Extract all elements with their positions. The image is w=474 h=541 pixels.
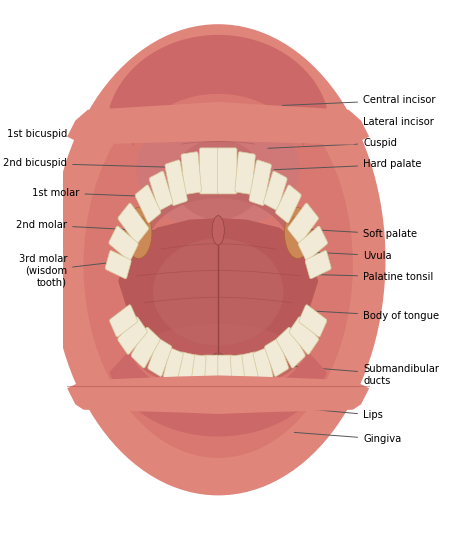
Polygon shape	[150, 171, 286, 233]
FancyBboxPatch shape	[298, 226, 328, 261]
Text: Lips: Lips	[301, 408, 383, 420]
FancyBboxPatch shape	[118, 203, 149, 243]
FancyBboxPatch shape	[275, 185, 301, 223]
Ellipse shape	[153, 239, 283, 346]
Text: 2nd molar: 2nd molar	[16, 220, 160, 231]
Ellipse shape	[139, 216, 145, 226]
Text: 1st molar: 1st molar	[32, 188, 164, 198]
FancyBboxPatch shape	[118, 316, 147, 354]
FancyBboxPatch shape	[105, 250, 131, 279]
FancyBboxPatch shape	[165, 160, 187, 206]
FancyBboxPatch shape	[276, 327, 305, 368]
Ellipse shape	[132, 216, 138, 226]
Ellipse shape	[292, 216, 298, 226]
FancyBboxPatch shape	[135, 185, 161, 223]
FancyBboxPatch shape	[230, 354, 247, 389]
FancyBboxPatch shape	[264, 171, 287, 210]
Ellipse shape	[295, 215, 301, 225]
Text: Soft palate: Soft palate	[299, 229, 417, 239]
Text: Uvula: Uvula	[274, 250, 392, 261]
Ellipse shape	[136, 215, 142, 225]
FancyBboxPatch shape	[218, 355, 233, 391]
FancyBboxPatch shape	[149, 171, 173, 210]
FancyBboxPatch shape	[288, 203, 319, 243]
FancyBboxPatch shape	[218, 148, 237, 194]
FancyBboxPatch shape	[131, 327, 160, 368]
Polygon shape	[109, 35, 327, 146]
Text: Central incisor: Central incisor	[282, 95, 436, 105]
FancyBboxPatch shape	[181, 151, 201, 194]
Polygon shape	[109, 351, 327, 437]
FancyBboxPatch shape	[235, 151, 255, 194]
Ellipse shape	[137, 324, 300, 388]
FancyBboxPatch shape	[249, 160, 272, 206]
Text: Hard palate: Hard palate	[274, 160, 421, 170]
FancyBboxPatch shape	[109, 226, 138, 261]
FancyBboxPatch shape	[190, 354, 206, 389]
Ellipse shape	[173, 140, 263, 220]
FancyBboxPatch shape	[289, 316, 319, 354]
Ellipse shape	[51, 24, 385, 496]
FancyBboxPatch shape	[253, 348, 273, 382]
FancyBboxPatch shape	[299, 305, 327, 337]
FancyBboxPatch shape	[177, 352, 194, 386]
Text: Gingiva: Gingiva	[294, 432, 401, 444]
FancyBboxPatch shape	[109, 305, 137, 337]
Polygon shape	[67, 102, 369, 144]
Text: Palatine tonsil: Palatine tonsil	[307, 272, 433, 282]
Text: Body of tongue: Body of tongue	[309, 311, 439, 321]
Ellipse shape	[289, 220, 295, 230]
Text: 2nd bicuspid: 2nd bicuspid	[3, 159, 166, 168]
FancyBboxPatch shape	[200, 148, 219, 194]
Text: Lateral incisor: Lateral incisor	[276, 117, 434, 127]
FancyBboxPatch shape	[305, 250, 331, 279]
Ellipse shape	[284, 208, 311, 259]
Text: 1st bicuspid: 1st bicuspid	[7, 129, 173, 139]
Ellipse shape	[212, 216, 224, 245]
Text: Submandibular
ducts: Submandibular ducts	[282, 364, 439, 386]
Ellipse shape	[137, 107, 300, 230]
Text: 3rd molar
(wisdom
tooth): 3rd molar (wisdom tooth)	[18, 254, 154, 287]
FancyBboxPatch shape	[203, 355, 219, 391]
Ellipse shape	[125, 208, 152, 259]
FancyBboxPatch shape	[148, 339, 172, 377]
Ellipse shape	[301, 220, 307, 230]
Ellipse shape	[83, 72, 353, 458]
Text: Cuspid: Cuspid	[268, 138, 397, 148]
Ellipse shape	[141, 220, 147, 230]
Polygon shape	[67, 375, 369, 414]
FancyBboxPatch shape	[242, 352, 260, 386]
FancyBboxPatch shape	[164, 348, 183, 382]
Ellipse shape	[298, 216, 304, 226]
Ellipse shape	[129, 220, 136, 230]
Polygon shape	[118, 218, 318, 371]
FancyBboxPatch shape	[264, 339, 289, 377]
